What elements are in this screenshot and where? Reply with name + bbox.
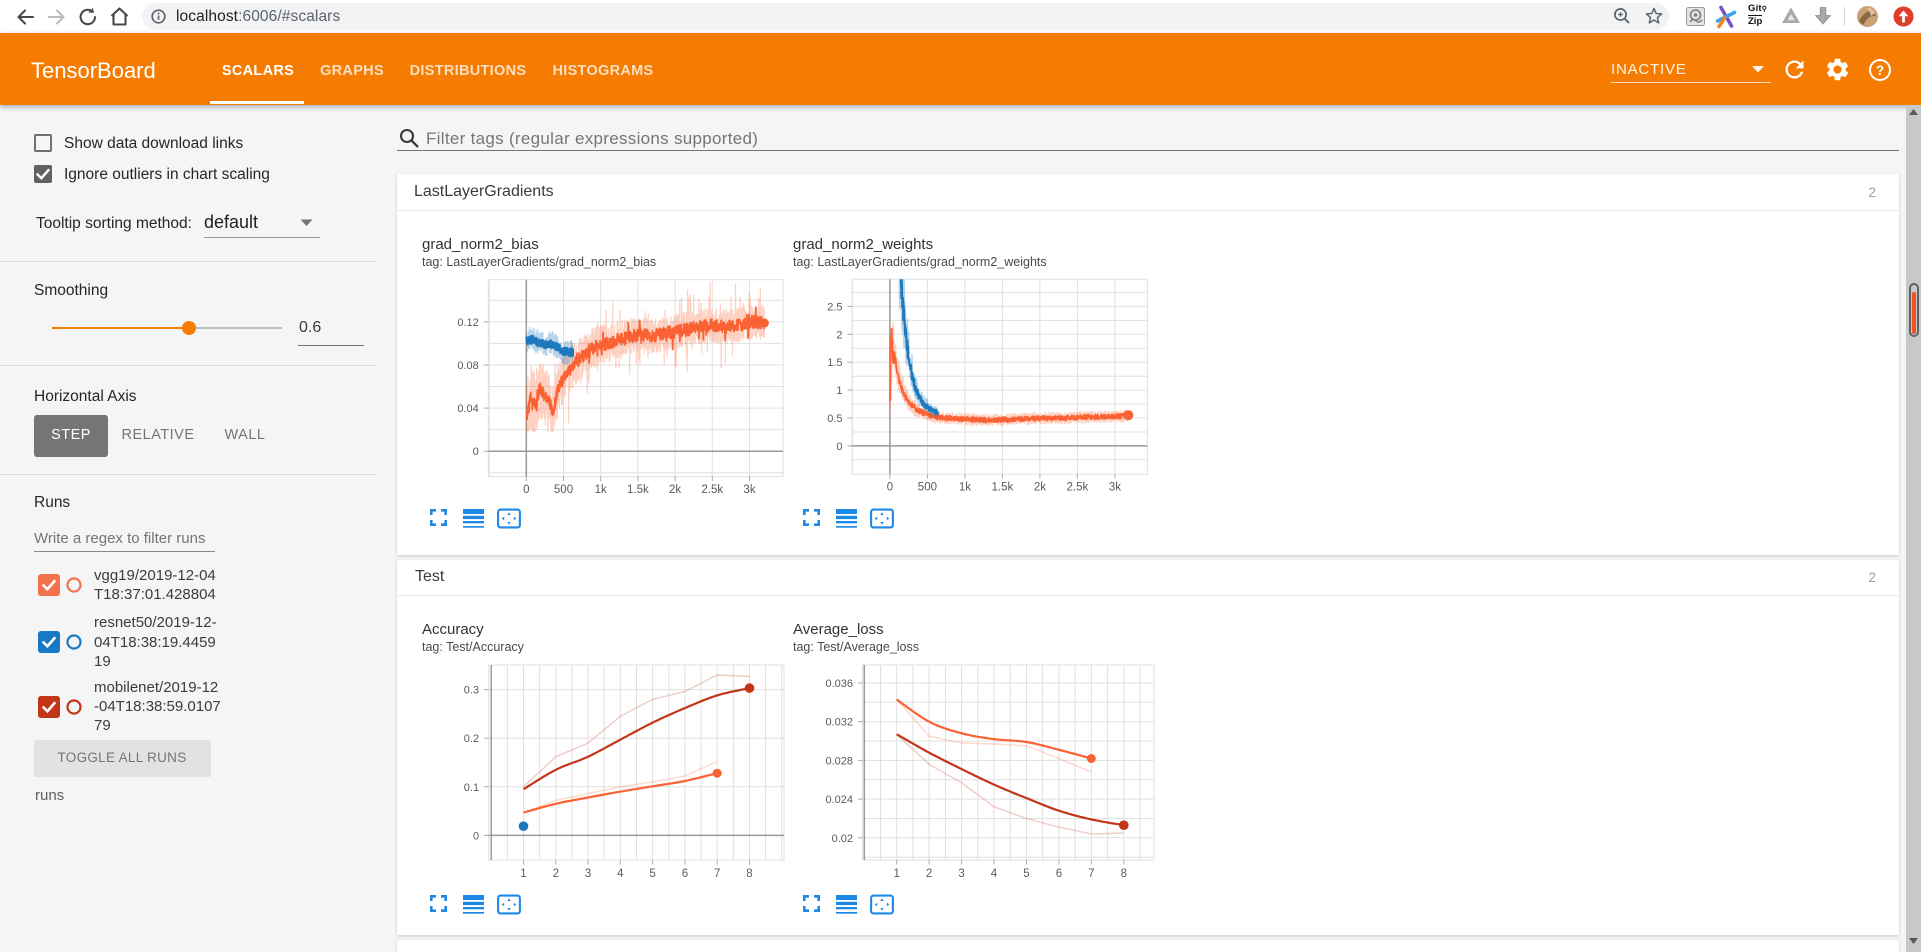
svg-text:7: 7	[714, 868, 720, 880]
svg-text:0: 0	[836, 441, 842, 453]
svg-text:0.028: 0.028	[825, 755, 853, 767]
svg-text:?: ?	[1876, 63, 1884, 78]
svg-text:7: 7	[1088, 868, 1094, 880]
svg-text:2k: 2k	[1034, 482, 1046, 494]
svg-text:2: 2	[836, 329, 842, 341]
svg-text:2: 2	[553, 868, 559, 880]
svg-text:500: 500	[918, 482, 937, 494]
svg-text:8: 8	[746, 868, 752, 880]
svg-text:0: 0	[473, 830, 479, 842]
svg-text:5: 5	[1023, 868, 1029, 880]
svg-text:0.036: 0.036	[825, 678, 853, 690]
svg-text:3: 3	[958, 868, 964, 880]
svg-text:3: 3	[585, 868, 591, 880]
svg-text:1: 1	[836, 385, 842, 397]
svg-text:1: 1	[520, 868, 526, 880]
svg-text:1.5k: 1.5k	[992, 482, 1014, 494]
svg-text:1.5: 1.5	[827, 357, 842, 369]
svg-text:0.02: 0.02	[832, 833, 853, 845]
svg-text:0: 0	[523, 484, 529, 496]
svg-text:0.032: 0.032	[825, 717, 853, 729]
svg-text:0: 0	[473, 446, 479, 458]
svg-text:3k: 3k	[743, 484, 755, 496]
svg-text:0.12: 0.12	[457, 317, 478, 329]
svg-text:6: 6	[682, 868, 688, 880]
svg-text:0.024: 0.024	[825, 794, 853, 806]
svg-text:4: 4	[617, 868, 624, 880]
svg-text:2.5k: 2.5k	[701, 484, 723, 496]
svg-text:6: 6	[1056, 868, 1062, 880]
svg-text:0.08: 0.08	[457, 360, 478, 372]
svg-text:0.5: 0.5	[827, 413, 842, 425]
svg-text:4: 4	[991, 868, 998, 880]
svg-text:0.1: 0.1	[464, 782, 479, 794]
svg-text:0.2: 0.2	[464, 733, 479, 745]
svg-text:1.5k: 1.5k	[627, 484, 649, 496]
svg-text:5: 5	[649, 868, 655, 880]
svg-text:2k: 2k	[669, 484, 681, 496]
svg-text:500: 500	[554, 484, 573, 496]
svg-text:2.5k: 2.5k	[1067, 482, 1089, 494]
svg-text:2: 2	[926, 868, 932, 880]
svg-text:1k: 1k	[595, 484, 607, 496]
svg-text:0.3: 0.3	[464, 685, 479, 697]
svg-text:1: 1	[893, 868, 899, 880]
svg-text:8: 8	[1121, 868, 1127, 880]
svg-text:3k: 3k	[1109, 482, 1121, 494]
svg-text:0.04: 0.04	[457, 403, 478, 415]
svg-text:1k: 1k	[959, 482, 971, 494]
svg-text:2.5: 2.5	[827, 301, 842, 313]
svg-text:0: 0	[887, 482, 893, 494]
